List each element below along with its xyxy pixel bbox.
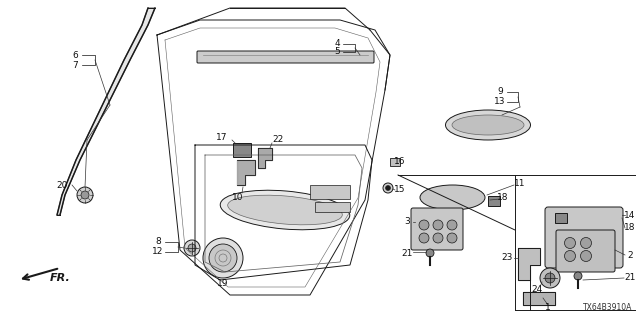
Text: FR.: FR. — [50, 273, 71, 283]
Ellipse shape — [220, 190, 350, 230]
Polygon shape — [258, 148, 272, 168]
Text: 5: 5 — [334, 47, 340, 57]
Text: 11: 11 — [515, 179, 525, 188]
Bar — [233, 143, 251, 157]
Circle shape — [580, 251, 591, 261]
Text: 1: 1 — [545, 303, 551, 313]
Text: 7: 7 — [72, 60, 78, 69]
Circle shape — [419, 220, 429, 230]
Text: 19: 19 — [217, 278, 228, 287]
Text: 15: 15 — [394, 186, 406, 195]
Text: 4: 4 — [334, 39, 340, 49]
Text: 23: 23 — [501, 253, 513, 262]
Circle shape — [580, 237, 591, 249]
FancyBboxPatch shape — [545, 207, 623, 268]
Bar — [555, 213, 567, 223]
Circle shape — [564, 237, 575, 249]
Text: 13: 13 — [494, 98, 506, 107]
Ellipse shape — [445, 110, 531, 140]
Text: 8: 8 — [155, 237, 161, 246]
Text: 18: 18 — [497, 194, 509, 203]
Circle shape — [209, 244, 237, 272]
Circle shape — [426, 249, 434, 257]
Circle shape — [188, 244, 196, 252]
Circle shape — [433, 220, 443, 230]
Text: 6: 6 — [72, 51, 78, 60]
Circle shape — [564, 251, 575, 261]
Text: 12: 12 — [152, 247, 164, 257]
Text: 16: 16 — [394, 157, 406, 166]
Circle shape — [184, 240, 200, 256]
Circle shape — [383, 183, 393, 193]
Text: 18: 18 — [624, 223, 636, 233]
Text: TX64B3910A: TX64B3910A — [582, 303, 632, 312]
Circle shape — [447, 220, 457, 230]
Circle shape — [545, 273, 555, 283]
Text: 24: 24 — [531, 285, 543, 294]
Bar — [310, 185, 350, 199]
FancyBboxPatch shape — [556, 230, 615, 272]
Polygon shape — [523, 292, 555, 305]
Circle shape — [447, 233, 457, 243]
Polygon shape — [57, 8, 155, 215]
Circle shape — [203, 238, 243, 278]
FancyBboxPatch shape — [197, 51, 374, 63]
Bar — [390, 158, 400, 166]
Circle shape — [574, 272, 582, 280]
Ellipse shape — [228, 195, 342, 225]
Text: 3: 3 — [404, 218, 410, 227]
Ellipse shape — [452, 115, 524, 135]
Circle shape — [77, 187, 93, 203]
Text: 2: 2 — [627, 251, 633, 260]
Polygon shape — [237, 160, 255, 185]
Text: 20: 20 — [56, 180, 68, 189]
Circle shape — [81, 191, 89, 199]
Bar — [315, 202, 350, 212]
Circle shape — [540, 268, 560, 288]
Text: 17: 17 — [216, 133, 228, 142]
Text: 22: 22 — [273, 135, 284, 145]
Text: 10: 10 — [232, 194, 244, 203]
FancyBboxPatch shape — [411, 208, 463, 250]
Polygon shape — [518, 248, 540, 280]
Text: 21: 21 — [624, 274, 636, 283]
Bar — [488, 196, 500, 206]
Circle shape — [433, 233, 443, 243]
Ellipse shape — [420, 185, 485, 210]
Text: 21: 21 — [401, 249, 413, 258]
Text: 9: 9 — [497, 87, 503, 97]
Text: 14: 14 — [624, 211, 636, 220]
Circle shape — [385, 186, 390, 190]
Circle shape — [419, 233, 429, 243]
